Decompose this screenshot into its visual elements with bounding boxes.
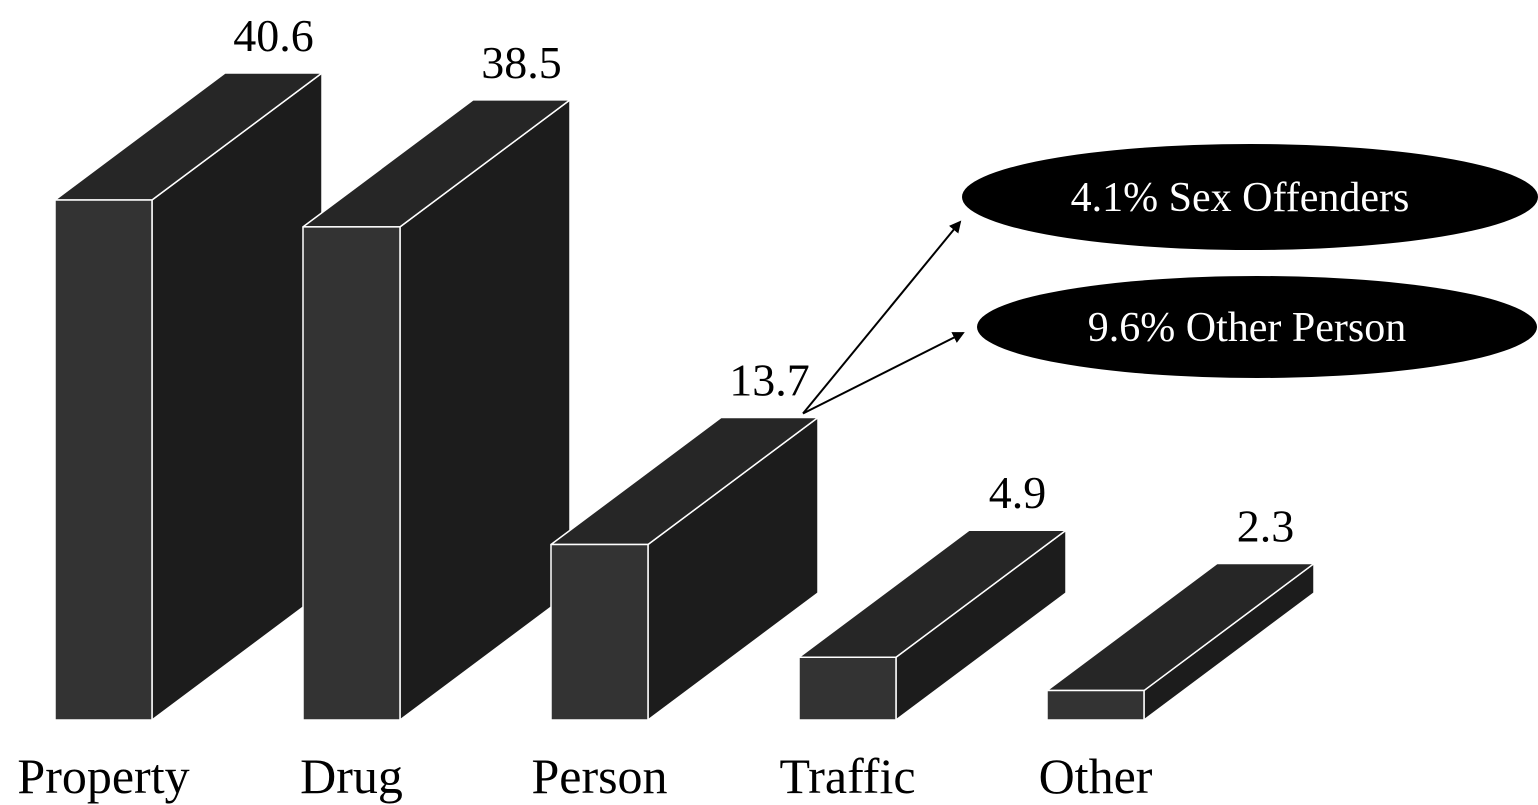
bar-other xyxy=(1046,562,1315,721)
value-label-drug: 38.5 xyxy=(481,37,562,88)
callout-1: 4.1% Sex Offenders xyxy=(802,144,1538,415)
category-label-other: Other xyxy=(1039,748,1153,804)
callout-2-ellipse xyxy=(977,276,1537,378)
callout-2-arrow xyxy=(802,332,965,415)
bar-traffic xyxy=(798,529,1067,721)
value-label-other: 2.3 xyxy=(1237,501,1295,552)
bar-front-person xyxy=(550,543,649,721)
bar-drug xyxy=(302,99,571,721)
bar-property xyxy=(54,72,323,721)
category-label-property: Property xyxy=(17,748,189,804)
labels: 40.6 Property 38.5 Drug 13.7 Person 4.9 Traffic… xyxy=(17,10,1294,804)
callout-1-ellipse xyxy=(962,144,1538,250)
callout-2: 9.6% Other Person xyxy=(802,276,1537,415)
bar-person xyxy=(550,416,819,721)
bar-front-property xyxy=(54,199,153,721)
callout-2-text: 9.6% Other Person xyxy=(1088,305,1406,351)
bar-front-traffic xyxy=(798,656,897,721)
callout-1-arrow xyxy=(802,220,962,415)
value-label-person: 13.7 xyxy=(729,355,810,406)
bars xyxy=(54,72,1315,721)
value-label-traffic: 4.9 xyxy=(989,467,1047,518)
callout-1-text: 4.1% Sex Offenders xyxy=(1071,175,1410,221)
category-label-traffic: Traffic xyxy=(779,748,915,804)
category-label-person: Person xyxy=(531,748,667,804)
callouts: 4.1% Sex Offenders 9.6% Other Person xyxy=(802,144,1538,415)
bar-front-drug xyxy=(302,226,401,721)
category-label-drug: Drug xyxy=(300,748,403,804)
bar-front-other xyxy=(1046,689,1145,721)
value-label-property: 40.6 xyxy=(233,10,314,61)
